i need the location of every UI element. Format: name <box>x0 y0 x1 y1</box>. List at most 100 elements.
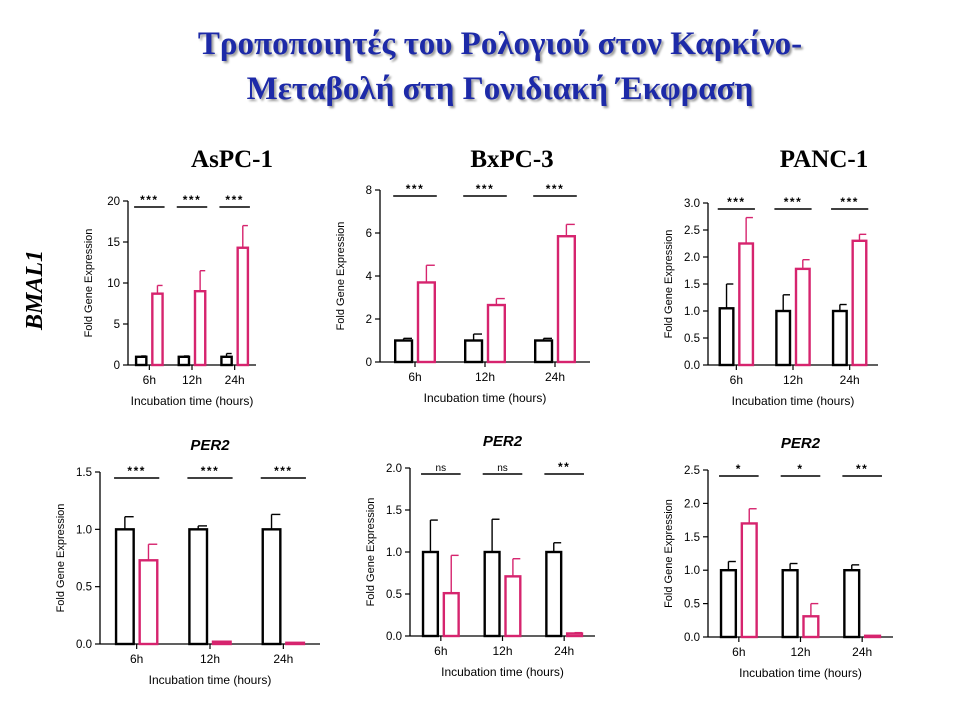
chart-title: PER2 <box>781 435 821 452</box>
y-tick-label: 20 <box>107 196 120 208</box>
bar-control <box>220 355 233 367</box>
bar-treated <box>740 522 758 639</box>
bar-treated <box>504 575 522 638</box>
x-tick-label: 24h <box>852 645 872 659</box>
bar-treated <box>138 559 159 646</box>
x-tick-label: 12h <box>182 373 202 387</box>
bar-control <box>134 355 148 367</box>
significance-label: ** <box>558 460 570 474</box>
y-axis-label: Fold Gene Expression <box>55 504 67 613</box>
significance-label: ns <box>497 463 508 474</box>
chart-title: PER2 <box>483 433 523 450</box>
x-axis-label: Incubation time (hours) <box>424 391 547 405</box>
x-tick-label: 6h <box>730 373 743 387</box>
significance-label: ns <box>436 463 447 474</box>
bar-treated <box>556 235 576 364</box>
column-header-panc1: PANC-1 <box>779 146 869 173</box>
bar-control <box>114 528 135 646</box>
bar-treated <box>416 281 436 364</box>
significance-label: *** <box>201 464 220 478</box>
y-tick-label: 5 <box>114 319 120 331</box>
y-tick-label: 2.0 <box>386 463 402 475</box>
significance-label: * <box>797 462 803 476</box>
chart-per2-aspc1: PER2 0.0 0.5 1.0 1.5 Fold Gene Expression 6h **… <box>55 437 320 687</box>
y-tick-label: 0.5 <box>684 599 700 611</box>
y-tick-label: 0.0 <box>684 360 700 372</box>
row-label-bmal1: BMAL1 <box>22 249 48 330</box>
y-tick-label: 1.0 <box>684 565 700 577</box>
significance-label: *** <box>274 464 293 478</box>
column-header-bxpc3: BxPC-3 <box>470 146 554 173</box>
significance-label: *** <box>140 193 159 207</box>
x-axis-label: Incubation time (hours) <box>131 394 254 408</box>
bar-control <box>188 528 209 646</box>
y-axis-label: Fold Gene Expression <box>83 229 95 338</box>
x-tick-label: 12h <box>200 652 220 666</box>
x-tick-label: 24h <box>225 373 245 387</box>
chart-bmal1-panc1: 0.0 0.5 1.0 1.5 2.0 2.5 3.0 Fold Gene Expressio… <box>663 195 878 408</box>
bar-control <box>261 528 282 646</box>
bar-control <box>177 355 191 367</box>
y-tick-label: 0.5 <box>386 589 402 601</box>
bar-control <box>421 550 440 638</box>
y-tick-label: 0.0 <box>76 639 92 651</box>
y-tick-label: 0 <box>366 357 372 369</box>
bar-treated <box>794 267 811 367</box>
x-axis-label: Incubation time (hours) <box>739 666 862 680</box>
bar-control <box>463 339 484 364</box>
bar-treated <box>151 292 164 367</box>
y-tick-label: 0.0 <box>386 631 402 643</box>
y-axis-label: Fold Gene Expression <box>663 230 675 339</box>
chart-per2-panc1: PER2 0.0 0.5 1.0 1.5 2.0 2.5 Fold Gene Expressi… <box>663 435 893 680</box>
bar-control <box>843 568 861 639</box>
y-tick-label: 15 <box>107 237 120 249</box>
chart-title: PER2 <box>190 437 230 454</box>
x-tick-label: 6h <box>732 645 745 659</box>
y-tick-label: 1.5 <box>684 279 700 291</box>
x-tick-label: 24h <box>545 370 565 384</box>
x-axis-label: Incubation time (hours) <box>149 673 272 687</box>
chart-per2-bxpc3: PER2 0.0 0.5 1.0 1.5 2.0 Fold Gene Expression 6… <box>365 433 595 679</box>
y-tick-label: 0.0 <box>684 632 700 644</box>
significance-label: *** <box>127 464 146 478</box>
bar-control <box>831 309 848 367</box>
x-tick-label: 6h <box>434 644 447 658</box>
y-tick-label: 0 <box>114 360 120 372</box>
significance-label: *** <box>840 195 859 209</box>
bar-control <box>533 339 554 364</box>
significance-label: *** <box>406 182 425 196</box>
chart-bmal1-aspc1: 0 5 10 15 20 Fold Gene Expression 6h *** 12h *** 2… <box>83 193 256 408</box>
significance-label: *** <box>784 195 803 209</box>
bar-treated <box>565 632 584 638</box>
x-axis-label: Incubation time (hours) <box>732 394 855 408</box>
y-axis-label: Fold Gene Expression <box>335 222 347 331</box>
significance-label: *** <box>183 193 202 207</box>
bar-treated <box>193 289 207 367</box>
y-tick-label: 0.5 <box>684 333 700 345</box>
bar-control <box>718 307 735 367</box>
significance-label: ** <box>856 462 868 476</box>
bar-control <box>483 550 501 638</box>
y-tick-label: 0.5 <box>76 582 92 594</box>
significance-label: *** <box>476 182 495 196</box>
significance-label: * <box>736 462 742 476</box>
y-tick-label: 2.0 <box>684 252 700 264</box>
column-header-aspc1: AsPC-1 <box>191 146 273 173</box>
y-tick-label: 1.0 <box>76 524 92 536</box>
x-tick-label: 24h <box>840 373 860 387</box>
y-tick-label: 1.5 <box>684 532 700 544</box>
bar-treated <box>211 640 232 646</box>
bar-treated <box>285 641 306 646</box>
y-tick-label: 2.0 <box>684 498 700 510</box>
y-tick-label: 1.0 <box>386 547 402 559</box>
chart-bmal1-bxpc3: 0 2 4 6 8 Fold Gene Expression 6h *** 12h *** 24h *… <box>335 182 590 405</box>
x-tick-label: 12h <box>790 645 810 659</box>
significance-label: *** <box>225 193 244 207</box>
bar-treated <box>863 634 882 639</box>
y-tick-label: 8 <box>366 185 372 197</box>
x-axis-label: Incubation time (hours) <box>441 665 564 679</box>
y-tick-label: 1.5 <box>386 505 402 517</box>
y-tick-label: 1.5 <box>76 467 92 479</box>
x-tick-label: 24h <box>273 652 293 666</box>
bar-treated <box>486 303 506 364</box>
